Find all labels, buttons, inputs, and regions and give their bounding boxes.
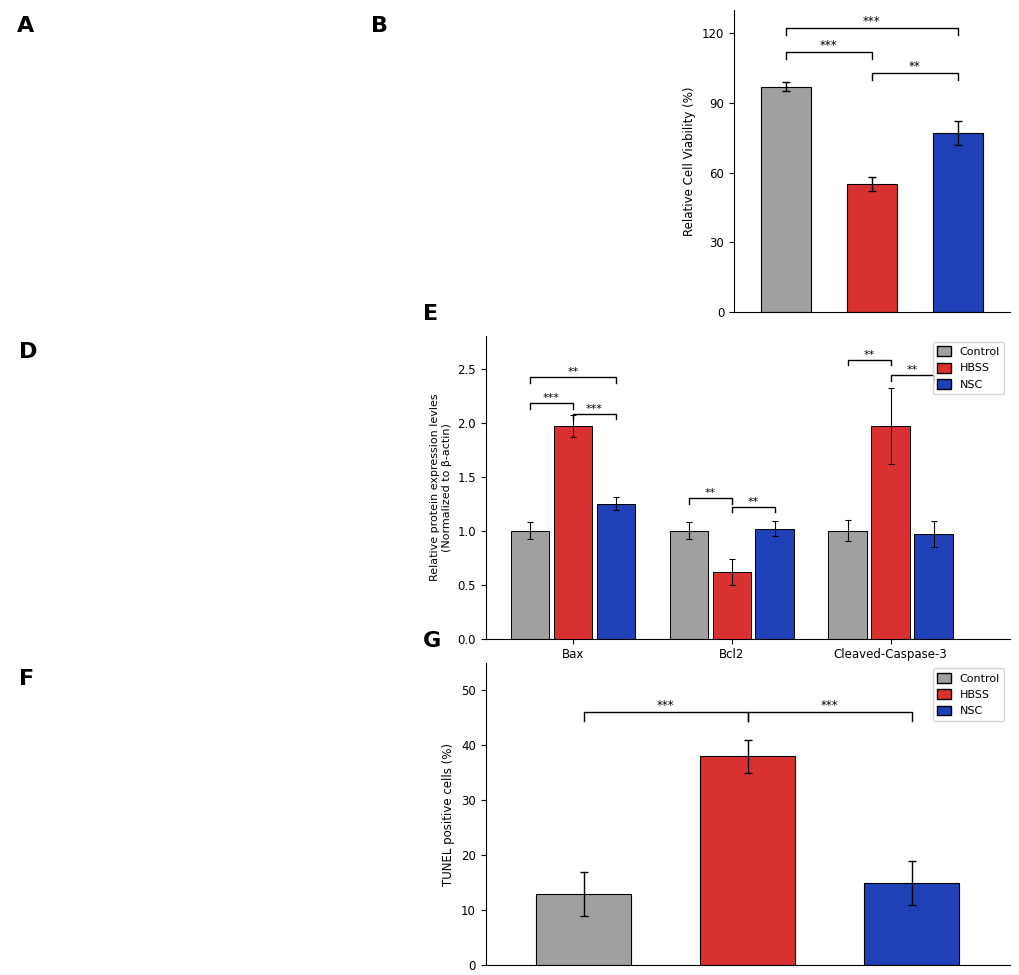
Text: +: + <box>953 342 962 352</box>
Text: B: B <box>371 16 387 36</box>
Bar <box>536 894 631 965</box>
Bar <box>932 133 982 312</box>
Text: **: ** <box>863 350 874 360</box>
Text: **: ** <box>567 368 578 377</box>
Bar <box>870 426 909 639</box>
Y-axis label: Relative Cell Viability (%): Relative Cell Viability (%) <box>683 86 696 236</box>
Text: -: - <box>869 367 873 376</box>
Text: +: + <box>866 342 875 352</box>
Bar <box>760 87 810 312</box>
Bar <box>596 504 635 639</box>
Text: ***: *** <box>820 699 838 713</box>
Bar <box>913 534 952 639</box>
Text: **: ** <box>908 59 920 72</box>
Legend: Control, HBSS, NSC: Control, HBSS, NSC <box>932 669 1004 721</box>
Text: F: F <box>19 669 35 689</box>
Y-axis label: Relative protein expression levles
(Normalized to β-actin): Relative protein expression levles (Norm… <box>430 394 451 581</box>
Text: -: - <box>783 367 787 376</box>
Bar <box>827 530 866 639</box>
Text: ***: *** <box>819 39 837 52</box>
Text: ***: *** <box>542 393 559 404</box>
Legend: Control, HBSS, NSC: Control, HBSS, NSC <box>932 342 1004 394</box>
Text: -: - <box>783 342 787 352</box>
Y-axis label: TUNEL positive cells (%): TUNEL positive cells (%) <box>442 743 455 885</box>
Text: OGD: OGD <box>735 342 761 352</box>
Bar <box>511 530 549 639</box>
Bar <box>863 882 958 965</box>
Bar <box>755 528 793 639</box>
Bar <box>669 530 707 639</box>
Bar <box>846 184 896 312</box>
Bar <box>699 757 795 965</box>
Text: ***: *** <box>862 16 879 28</box>
Text: D: D <box>19 342 38 363</box>
Text: +: + <box>953 367 962 376</box>
Text: NSC-CM: NSC-CM <box>735 367 780 376</box>
Text: G: G <box>422 631 440 650</box>
Text: **: ** <box>906 366 917 375</box>
Text: ***: *** <box>585 404 602 414</box>
Text: A: A <box>17 16 35 36</box>
Bar <box>712 571 750 639</box>
Bar <box>553 426 592 639</box>
Text: **: ** <box>747 497 758 507</box>
Text: ***: *** <box>656 699 674 713</box>
Text: E: E <box>422 304 437 325</box>
Text: **: ** <box>704 488 715 498</box>
